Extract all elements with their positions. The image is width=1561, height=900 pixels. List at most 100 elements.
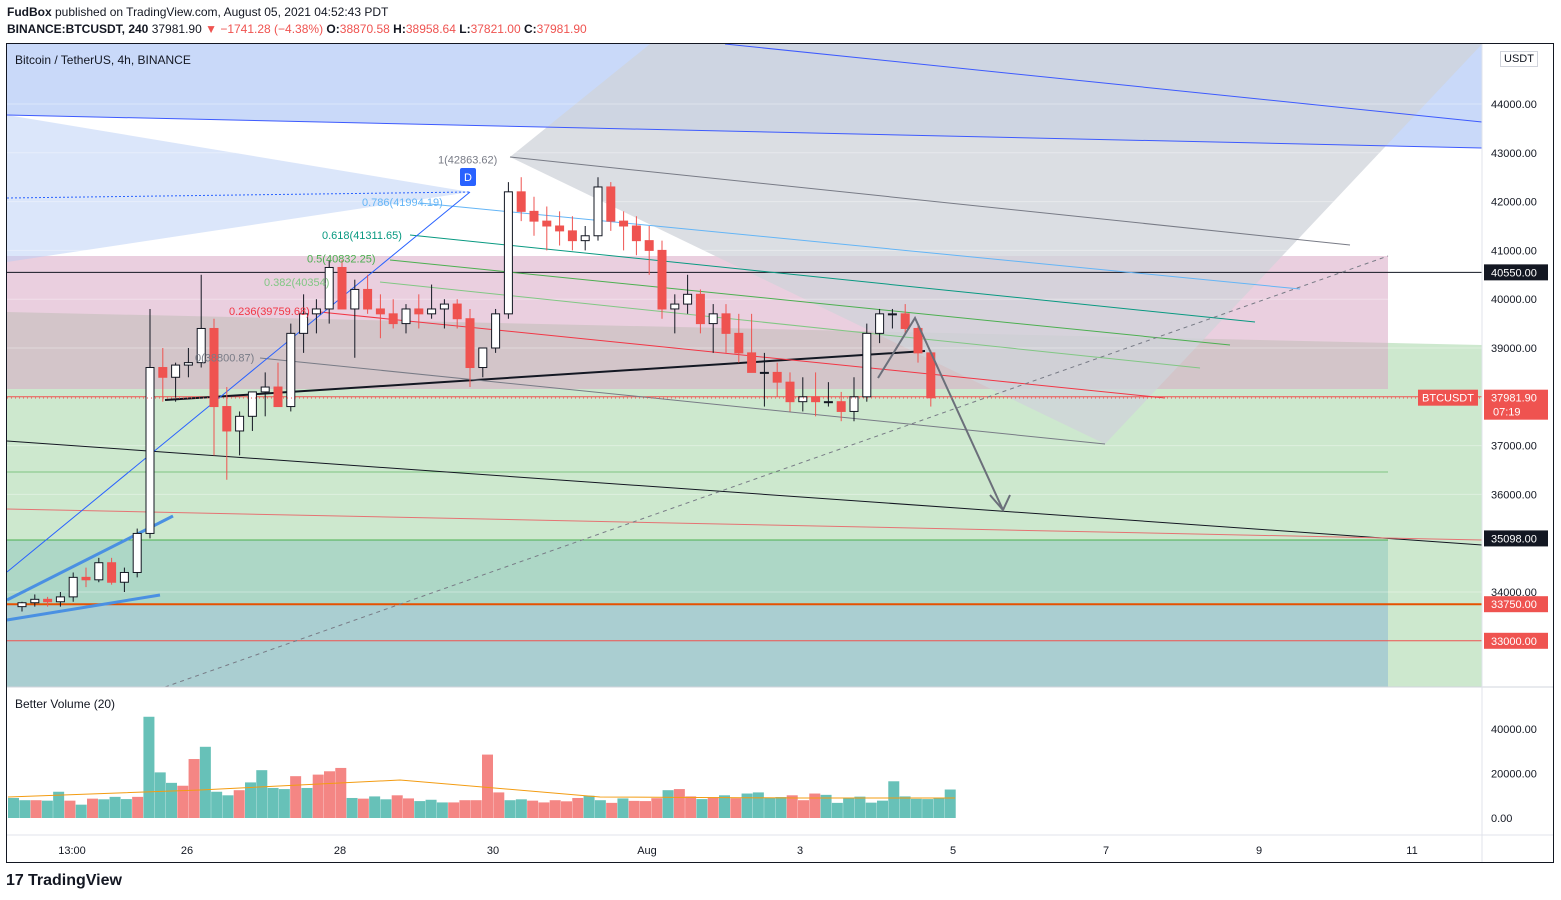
candle <box>862 323 872 402</box>
symbol-label: BINANCE:BTCUSDT, 240 <box>7 22 149 36</box>
volume-bar <box>549 800 561 818</box>
volume-bar <box>369 796 381 818</box>
volume-tick: 0.00 <box>1491 813 1512 825</box>
time-tick: 26 <box>181 845 193 857</box>
overlay-layer: 1(42863.62) 0.786(41994.19) 0.618(41311.65… <box>7 154 1482 512</box>
volume-bar <box>786 795 798 818</box>
candle-body <box>542 220 552 227</box>
candle <box>439 299 449 329</box>
volume-bar <box>583 795 595 818</box>
price-change: ▼ −1741.28 (−4.38%) <box>205 22 324 36</box>
candle <box>350 279 360 358</box>
candles-layer <box>17 177 936 612</box>
publisher-name[interactable]: FudBox <box>7 5 52 19</box>
grid-layer <box>6 43 1483 688</box>
volume-bar <box>820 794 832 818</box>
candle-body <box>235 415 245 432</box>
candle-body <box>55 596 65 603</box>
candle-body <box>260 386 270 393</box>
close-label: C: <box>523 22 537 36</box>
time-tick: 13:00 <box>58 845 86 857</box>
candle-body <box>823 401 833 404</box>
candle-body <box>427 308 437 315</box>
volume-bar <box>414 801 426 818</box>
trend-line <box>6 114 1483 149</box>
candle <box>299 294 309 353</box>
candle-body <box>324 266 334 310</box>
fib-label: 1(42863.62) <box>438 154 497 166</box>
candle-body <box>491 313 501 349</box>
candle-body <box>631 225 641 242</box>
pane-title: Bitcoin / TetherUS, 4h, BINANCE <box>15 53 191 67</box>
close-value: 37981.90 <box>536 22 587 36</box>
candle <box>363 274 373 314</box>
price-label-box <box>1484 264 1548 281</box>
currency-button[interactable]: USDT <box>1500 51 1538 67</box>
forecast-arrow <box>877 315 1004 511</box>
volume-bar <box>53 791 65 818</box>
trend-line <box>6 191 471 573</box>
candle-body <box>119 571 129 583</box>
tv-logo-icon: 17 <box>6 872 24 889</box>
volume-tick: 20000.00 <box>1491 769 1537 781</box>
low-label: L: <box>459 22 471 36</box>
candle <box>375 294 385 339</box>
high-label: H: <box>393 22 406 36</box>
volume-bar <box>425 799 437 818</box>
symbol-tag-label: BTCUSDT <box>1422 393 1474 405</box>
trend-line <box>259 357 1106 445</box>
candle-body <box>363 288 373 310</box>
candle <box>311 299 321 334</box>
volume-bar <box>685 796 697 818</box>
volume-bar <box>572 797 584 818</box>
candle-body <box>107 562 117 583</box>
candle-body <box>17 602 27 608</box>
wedge-lower-line <box>6 593 161 622</box>
volume-bar <box>515 799 527 818</box>
tradingview-logo[interactable]: 17 TradingView <box>6 872 122 890</box>
volume-bar <box>109 796 121 818</box>
volume-bar <box>188 759 200 818</box>
volume-bar <box>628 800 640 818</box>
time-tick: 28 <box>334 845 346 857</box>
volume-bar <box>617 798 629 818</box>
candle-body <box>721 313 731 334</box>
brand-name: TradingView <box>28 872 122 889</box>
volume-bar <box>222 795 234 818</box>
volume-bar <box>87 798 98 818</box>
volume-bar <box>470 800 482 818</box>
volume-bar <box>8 797 19 818</box>
low-value: 37821.00 <box>470 22 521 36</box>
volume-bar <box>730 798 742 818</box>
trend-line <box>509 156 1351 246</box>
candle <box>798 377 808 412</box>
candle <box>555 211 565 246</box>
candle <box>849 377 859 422</box>
volume-ma-line <box>7 779 955 799</box>
volume-bar <box>120 799 132 818</box>
candle-body <box>196 327 206 364</box>
open-label: O: <box>326 22 340 36</box>
candle <box>94 557 104 583</box>
candle-body <box>606 186 616 222</box>
candle <box>414 294 424 329</box>
candle <box>542 206 552 251</box>
candle <box>823 382 833 407</box>
candle <box>132 528 142 578</box>
candle-body <box>849 396 859 412</box>
grey-channel-zone <box>510 44 1482 444</box>
volume-bar <box>391 795 403 818</box>
price-tick: 41000.00 <box>1491 245 1537 257</box>
volume-bar <box>245 782 256 818</box>
volume-bar <box>448 802 460 818</box>
price-label-box <box>1484 596 1548 613</box>
candle-body <box>900 313 910 329</box>
candle-body <box>375 308 385 315</box>
candle-body <box>708 313 718 325</box>
volume-bar <box>899 796 911 818</box>
volume-bar <box>335 767 347 818</box>
volume-layer <box>7 686 1554 818</box>
volume-bar <box>30 800 42 818</box>
volume-bar <box>459 800 471 818</box>
